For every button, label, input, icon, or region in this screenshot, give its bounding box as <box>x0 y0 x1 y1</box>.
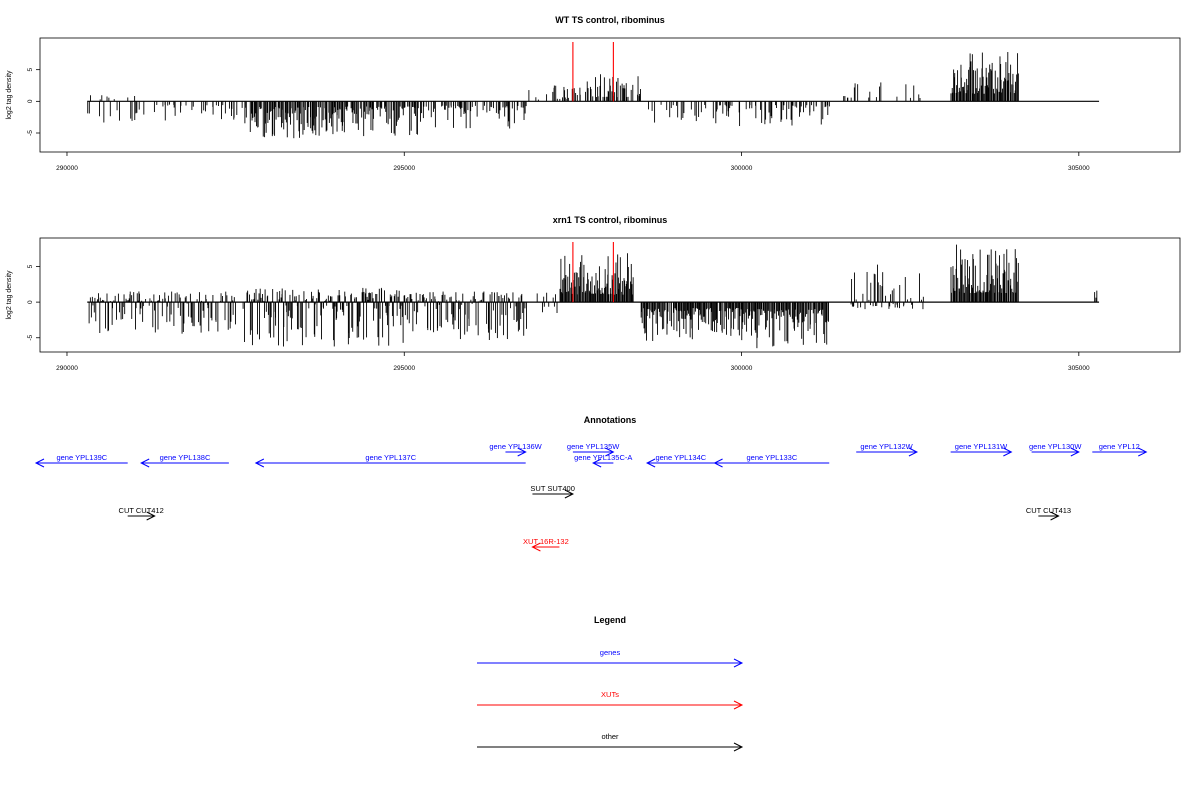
plot-frame <box>39 37 1181 153</box>
annotation-gene: gene YPL135W <box>567 442 620 457</box>
feature-arrow-head <box>1050 511 1060 521</box>
feature-label: gene YPL139C <box>56 453 107 462</box>
feature-arrow-head <box>713 458 723 468</box>
panel-title: xrn1 TS control, ribominus <box>553 215 668 225</box>
annotation-other: CUT CUT413 <box>1026 506 1071 521</box>
feature-label: gene YPL138C <box>160 453 211 462</box>
feature-arrow-head <box>531 542 541 552</box>
x-tick-label: 300000 <box>731 165 753 172</box>
feature-arrow-head <box>254 458 265 468</box>
feature-arrow-head <box>908 447 919 457</box>
x-tick-label: 295000 <box>393 365 415 372</box>
legend-items: genes XUTs other <box>477 648 744 752</box>
annotation-gene: gene YPL136W <box>489 442 543 457</box>
annotation-gene: gene YPL137C <box>254 453 526 468</box>
y-tick-label: -5 <box>27 334 34 340</box>
y-tick-label: -5 <box>27 130 34 136</box>
x-tick-label: 305000 <box>1068 165 1090 172</box>
legend-entry-other: other <box>477 732 744 752</box>
panel-title: WT TS control, ribominus <box>555 15 665 25</box>
panel-xrn1: xrn1 TS control, ribominus -5 0 5 290000 295… <box>6 215 1181 372</box>
legend-arrow-head <box>733 742 744 752</box>
annotation-features: gene YPL139C gene YPL138C gene YPL137C gene… <box>34 442 1148 552</box>
annotation-gene: gene YPL134C <box>645 453 715 468</box>
x-tick-label: 300000 <box>731 365 753 372</box>
annotation-gene: gene YPL130W <box>1029 442 1082 457</box>
x-tick-label: 305000 <box>1068 365 1090 372</box>
annotation-xut: XUT 16R-132 <box>523 537 569 552</box>
annotation-gene: gene YPL132W <box>856 442 919 457</box>
annotation-other: SUT SUT400 <box>530 484 575 499</box>
legend-entry-xut: XUTs <box>477 690 744 710</box>
x-tick-label: 295000 <box>393 165 415 172</box>
legend-label: genes <box>600 648 621 657</box>
x-tick-label: 290000 <box>56 365 78 372</box>
annotation-gene: gene YPL131W <box>950 442 1013 457</box>
feature-label: gene YPL133C <box>747 453 798 462</box>
annotation-gene: gene YPL139C <box>34 453 128 468</box>
signal-track <box>87 42 1100 139</box>
legend-arrow-head <box>733 658 744 668</box>
legend-label: XUTs <box>601 690 619 699</box>
plot-frame <box>39 237 1181 353</box>
annotation-gene: gene YPL135C-A <box>574 453 632 468</box>
legend-panel: Legend genes XUTs other <box>477 615 744 752</box>
annotation-other: CUT CUT412 <box>119 506 164 521</box>
feature-label: SUT SUT400 <box>530 484 574 493</box>
legend-title: Legend <box>594 615 626 625</box>
axes: -5 0 5 290000 295000 300000 305000 <box>27 264 1090 372</box>
annotation-gene: gene YPL133C <box>713 453 830 468</box>
feature-arrow-head <box>592 458 602 468</box>
feature-arrow-head <box>1138 447 1148 457</box>
annotation-gene: gene YPL138C <box>140 453 229 468</box>
y-axis-label: log2 tag density <box>6 70 13 120</box>
y-tick-label: 5 <box>27 67 34 71</box>
feature-arrow-head <box>1070 447 1080 457</box>
feature-arrow-head <box>564 489 575 499</box>
feature-arrow-head <box>605 447 615 457</box>
feature-arrow-head <box>140 458 150 468</box>
feature-arrow-head <box>517 447 527 457</box>
y-axis-label: log2 tag density <box>6 270 13 320</box>
y-tick-label: 0 <box>27 99 34 103</box>
feature-label: CUT CUT412 <box>119 506 164 515</box>
feature-label: CUT CUT413 <box>1026 506 1071 515</box>
legend-entry-gene: genes <box>477 648 744 668</box>
feature-arrow-head <box>34 458 45 468</box>
legend-arrow-head <box>733 700 744 710</box>
y-tick-label: 0 <box>27 300 34 304</box>
feature-label: gene YPL136W <box>489 442 542 451</box>
annotations-panel: Annotations gene YPL139C gene YPL138C gene… <box>34 415 1148 552</box>
feature-label: XUT 16R-132 <box>523 537 569 546</box>
signal-track <box>87 242 1100 349</box>
feature-label: gene YPL12 <box>1099 442 1140 451</box>
feature-label: gene YPL131W <box>955 442 1008 451</box>
annotation-gene: gene YPL12 <box>1092 442 1148 457</box>
feature-label: gene YPL135W <box>567 442 620 451</box>
axes: -5 0 5 290000 295000 300000 305000 <box>27 67 1090 172</box>
x-tick-label: 290000 <box>56 165 78 172</box>
panel-wt: WT TS control, ribominus -5 0 5 290000 29500… <box>6 15 1181 172</box>
feature-arrow-head <box>146 511 156 521</box>
feature-arrow-head <box>1003 447 1013 457</box>
feature-label: gene YPL134C <box>655 453 706 462</box>
y-tick-label: 5 <box>27 264 34 268</box>
annotations-title: Annotations <box>584 415 637 425</box>
feature-arrow-head <box>645 458 656 468</box>
feature-label: gene YPL137C <box>365 453 416 462</box>
feature-label: gene YPL130W <box>1029 442 1082 451</box>
feature-label: gene YPL135C-A <box>574 453 632 462</box>
feature-label: gene YPL132W <box>860 442 913 451</box>
legend-label: other <box>601 732 619 741</box>
